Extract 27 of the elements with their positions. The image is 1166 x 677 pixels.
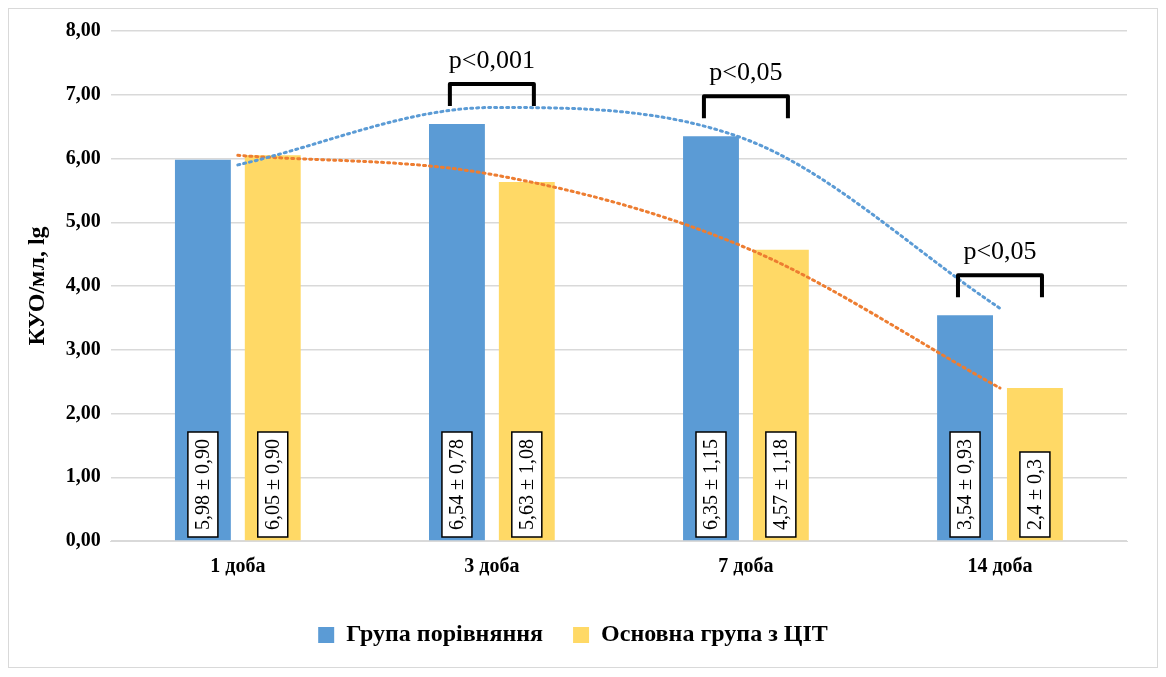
y-tick-label: 7,00 xyxy=(65,81,101,104)
data-label: 2,4 ± 0,3 xyxy=(1023,459,1046,530)
y-tick-label: 3,00 xyxy=(65,336,101,359)
legend-label: Група порівняння xyxy=(346,620,544,647)
x-tick-label: 1 доба xyxy=(210,554,266,577)
legend-label: Основна група з ЦІТ xyxy=(601,620,828,647)
x-tick-label: 3 доба xyxy=(464,554,520,577)
y-axis-title: КУО/мл, lg xyxy=(22,226,49,346)
data-label: 6,05 ± 0,90 xyxy=(261,439,284,530)
annotation: p<0,001 xyxy=(448,44,535,74)
annotation: p<0,05 xyxy=(709,57,783,87)
data-label: 4,57 ± 1,18 xyxy=(769,439,792,530)
data-label: 3,54 ± 0,93 xyxy=(953,439,976,530)
data-label: 5,63 ± 1,08 xyxy=(515,439,538,530)
annotation: p<0,05 xyxy=(963,236,1037,266)
y-tick-label: 5,00 xyxy=(65,209,101,232)
y-tick-label: 8,00 xyxy=(65,18,101,41)
data-label: 5,98 ± 0,90 xyxy=(191,439,214,530)
data-label: 6,54 ± 0,78 xyxy=(445,439,468,530)
y-tick-label: 1,00 xyxy=(65,464,101,487)
y-tick-label: 6,00 xyxy=(65,145,101,168)
y-tick-label: 0,00 xyxy=(65,528,101,551)
data-label: 6,35 ± 1,15 xyxy=(699,439,722,530)
y-tick-label: 2,00 xyxy=(65,400,101,423)
x-tick-label: 7 доба xyxy=(718,554,774,577)
y-tick-label: 4,00 xyxy=(65,273,101,296)
x-tick-label: 14 доба xyxy=(967,554,1033,577)
